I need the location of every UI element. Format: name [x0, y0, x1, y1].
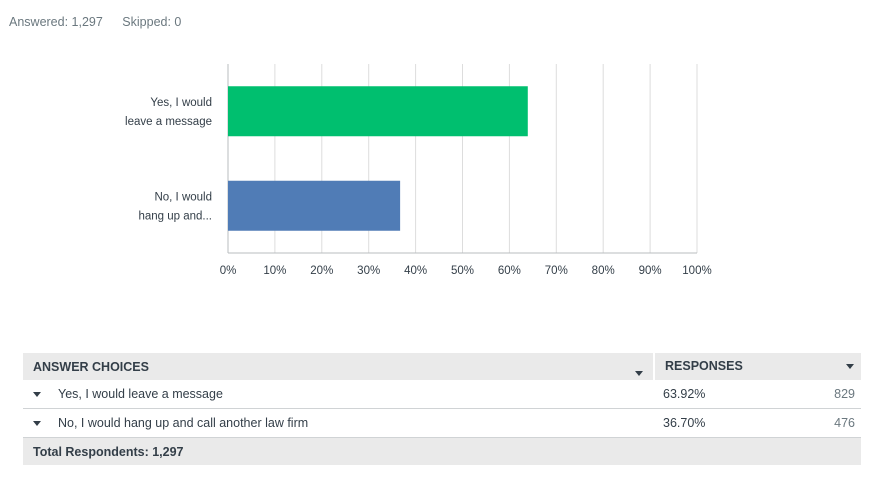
response-percent: 36.70% — [663, 416, 706, 430]
answer-choice-text: Yes, I would leave a message — [58, 387, 223, 401]
expand-caret-icon[interactable] — [33, 391, 41, 397]
answered-count: Answered: 1,297 — [9, 15, 103, 29]
x-tick-label: 10% — [263, 265, 286, 277]
x-tick-label: 20% — [310, 265, 333, 277]
bar — [228, 86, 528, 137]
total-respondents: Total Respondents: 1,297 — [23, 438, 861, 465]
expand-caret-icon[interactable] — [33, 420, 41, 426]
x-tick-label: 40% — [404, 265, 427, 277]
bar — [228, 180, 401, 231]
category-label: No, I would — [154, 191, 212, 203]
responses-header[interactable]: RESPONSES — [653, 353, 855, 380]
response-summary: Answered: 1,297 Skipped: 0 — [9, 15, 197, 29]
table-header: ANSWER CHOICES RESPONSES — [23, 353, 861, 380]
x-tick-label: 30% — [357, 265, 380, 277]
response-count: 829 — [834, 387, 855, 401]
x-tick-label: 90% — [639, 265, 662, 277]
table-row: Yes, I would leave a message 63.92% 829 — [23, 380, 861, 409]
answer-choices-label: ANSWER CHOICES — [33, 359, 149, 374]
x-tick-label: 80% — [592, 265, 615, 277]
response-count: 476 — [834, 416, 855, 430]
x-tick-label: 100% — [682, 265, 711, 277]
answer-choice-cell: Yes, I would leave a message — [23, 387, 653, 401]
answer-table: ANSWER CHOICES RESPONSES Yes, I would le… — [23, 353, 861, 465]
category-label: hang up and... — [138, 210, 212, 222]
responses-label: RESPONSES — [665, 359, 743, 373]
x-tick-label: 0% — [220, 265, 237, 277]
x-tick-label: 60% — [498, 265, 521, 277]
skipped-count: Skipped: 0 — [122, 15, 182, 29]
category-label: Yes, I would — [150, 97, 212, 109]
answer-choices-header[interactable]: ANSWER CHOICES — [23, 359, 653, 376]
answer-choice-cell: No, I would hang up and call another law… — [23, 416, 653, 430]
sort-down-icon[interactable] — [635, 370, 643, 376]
category-label: leave a message — [125, 116, 212, 128]
table-row: No, I would hang up and call another law… — [23, 409, 861, 438]
x-tick-label: 50% — [451, 265, 474, 277]
bar-chart: 0% 10% 20% 30% 40% 50% 60% 70% 80% 90% 100% Yes, I … — [125, 64, 712, 277]
sort-down-icon[interactable] — [846, 364, 854, 369]
x-tick-label: 70% — [545, 265, 568, 277]
response-percent: 63.92% — [663, 387, 706, 401]
answer-choice-text: No, I would hang up and call another law… — [58, 416, 309, 430]
